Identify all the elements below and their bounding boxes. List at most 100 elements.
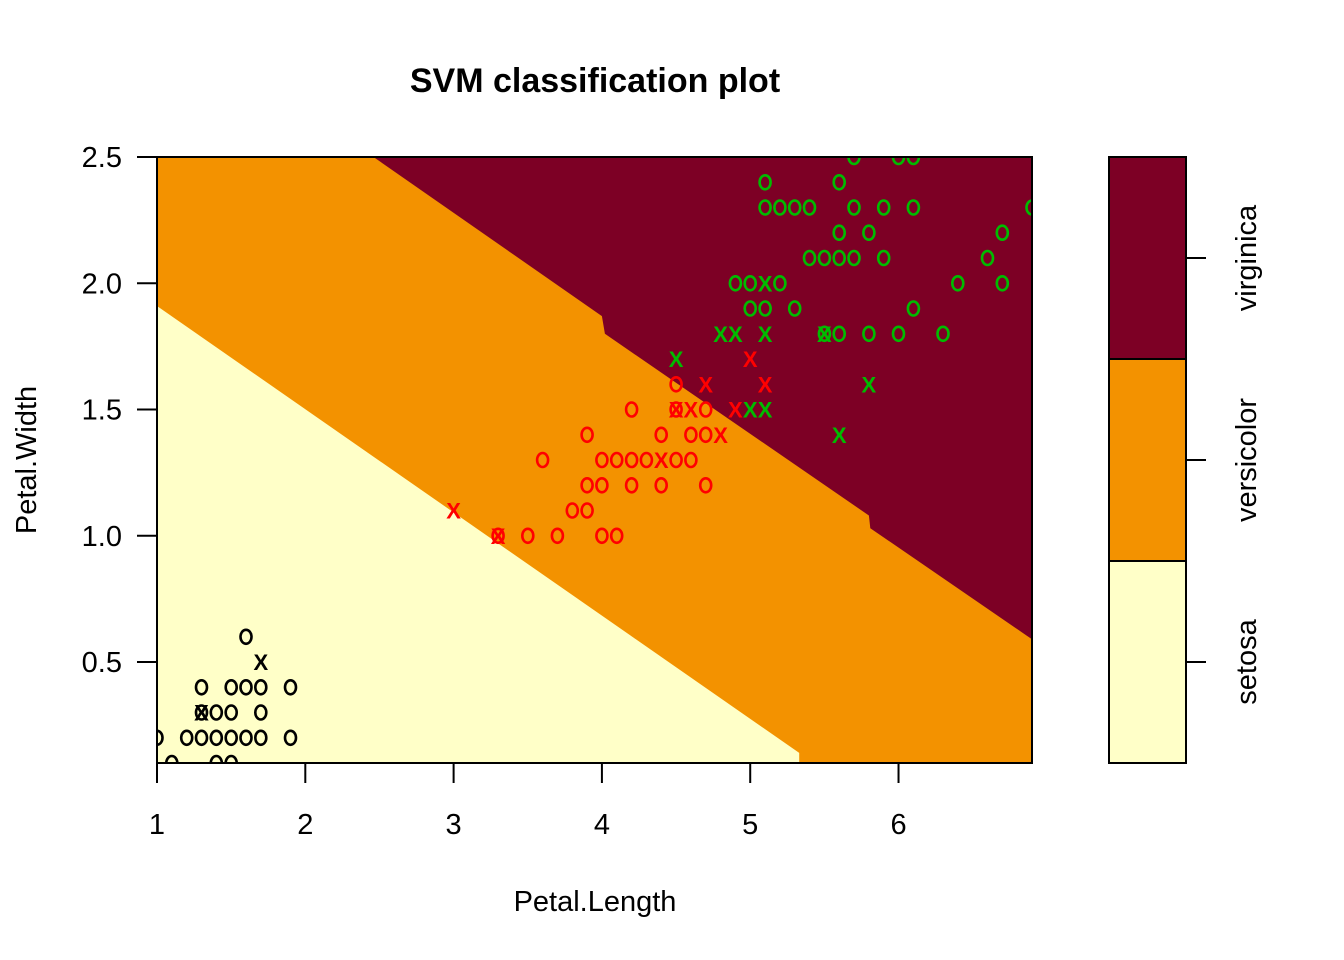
versicolor-point-observation (698, 476, 713, 494)
versicolor-point-support-vector: X (743, 347, 758, 372)
versicolor-point-observation (684, 451, 698, 469)
virginica-point-observation (862, 325, 876, 343)
virginica-point-observation (802, 249, 817, 267)
versicolor-point-observation (624, 476, 639, 494)
legend-swatch-setosa (1108, 560, 1187, 764)
x-tick-label: 6 (890, 809, 906, 841)
setosa-point-observation (283, 729, 298, 747)
setosa-point-observation (194, 704, 209, 721)
setosa-point-observation (209, 704, 224, 721)
virginica-point-observation (758, 174, 772, 191)
virginica-point-observation (1025, 199, 1032, 216)
versicolor-point-support-vector: X (684, 398, 699, 423)
versicolor-point-observation (595, 451, 609, 469)
versicolor-point-observation (580, 502, 594, 519)
setosa-point-observation (224, 754, 238, 763)
virginica-point-observation (832, 249, 847, 267)
virginica-point-observation (906, 157, 921, 166)
y-tick-label: 2.5 (82, 142, 122, 174)
decision-regions (157, 157, 1032, 763)
virginica-point-observation (728, 274, 743, 292)
setosa-point-observation (209, 729, 224, 747)
versicolor-point-support-vector: X (758, 372, 773, 397)
versicolor-point-support-vector: X (654, 448, 669, 473)
versicolor-point-observation (669, 401, 683, 418)
virginica-point-observation (817, 325, 832, 343)
x-axis-label: Petal.Length (514, 886, 677, 918)
versicolor-point-observation (609, 451, 624, 469)
virginica-point-observation (950, 274, 965, 292)
virginica-point-support-vector: X (728, 322, 743, 347)
virginica-point-observation (743, 274, 758, 292)
versicolor-point-observation (639, 451, 654, 469)
setosa-point-observation (239, 729, 253, 747)
setosa-point-observation (194, 729, 209, 747)
versicolor-point-support-vector: X (446, 499, 461, 524)
versicolor-point-support-vector: X (491, 524, 506, 549)
versicolor-point-observation (684, 426, 698, 444)
versicolor-point-observation (609, 527, 624, 545)
virginica-point-support-vector: X (758, 322, 773, 347)
virginica-point-observation (995, 274, 1010, 292)
virginica-point-observation (817, 249, 832, 267)
virginica-point-observation (980, 249, 995, 267)
virginica-point-observation (847, 157, 861, 166)
setosa-point-observation (283, 678, 298, 696)
virginica-point-observation (876, 249, 891, 267)
region-setosa (157, 306, 800, 763)
y-tick-label: 0.5 (82, 647, 122, 679)
y-axis-label: Petal.Width (11, 386, 43, 534)
virginica-point-observation (906, 300, 921, 317)
versicolor-point-observation (550, 527, 565, 545)
virginica-point-observation (743, 300, 758, 317)
y-tick-label: 2.0 (82, 268, 122, 300)
versicolor-point-observation (595, 527, 609, 545)
virginica-point-support-vector: X (669, 347, 684, 372)
virginica-point-observation (773, 199, 787, 216)
setosa-point-observation (224, 678, 238, 696)
setosa-point-observation (253, 678, 268, 696)
versicolor-point-observation (580, 476, 594, 494)
setosa-point-observation (157, 729, 164, 747)
virginica-point-observation (862, 224, 876, 241)
x-tick-label: 5 (742, 809, 758, 841)
virginica-point-support-vector: X (743, 398, 758, 423)
legend-label-versicolor: versicolor (1231, 398, 1263, 522)
virginica-point-observation (773, 274, 787, 292)
legend-label-virginica: virginica (1231, 204, 1263, 311)
setosa-point-observation (239, 678, 253, 696)
virginica-point-support-vector: X (758, 271, 773, 296)
virginica-point-observation (832, 174, 847, 191)
virginica-point-observation (891, 157, 906, 166)
virginica-point-observation (876, 199, 891, 216)
y-tick-label: 1.5 (82, 395, 122, 427)
chart-title: SVM classification plot (410, 62, 780, 100)
versicolor-point-observation (698, 401, 713, 418)
virginica-point-observation (787, 199, 802, 216)
virginica-point-observation (758, 199, 772, 216)
versicolor-point-observation (491, 527, 505, 545)
versicolor-point-observation (565, 502, 580, 519)
legend-swatch-virginica (1108, 156, 1187, 360)
virginica-point-support-vector: X (862, 372, 877, 397)
x-tick-label: 1 (149, 809, 165, 841)
versicolor-point-support-vector: X (713, 423, 728, 448)
virginica-point-observation (936, 325, 950, 343)
versicolor-point-observation (624, 451, 639, 469)
setosa-point-observation (253, 729, 268, 747)
versicolor-point-observation (669, 375, 683, 393)
virginica-point-observation (758, 300, 772, 317)
virginica-point-observation (802, 199, 817, 216)
virginica-point-support-vector: X (832, 423, 847, 448)
setosa-point-observation (179, 729, 194, 747)
setosa-point-observation (224, 704, 238, 721)
virginica-point-support-vector: X (713, 322, 728, 347)
setosa-point-observation (194, 678, 209, 696)
versicolor-point-support-vector: X (669, 398, 684, 423)
x-axis: 1 2 3 4 5 6 (149, 762, 907, 841)
class-legend: setosa versicolor virginica (1108, 156, 1263, 764)
virginica-point-observation (847, 249, 861, 267)
x-tick-label: 4 (594, 809, 610, 841)
versicolor-point-observation (654, 476, 669, 494)
